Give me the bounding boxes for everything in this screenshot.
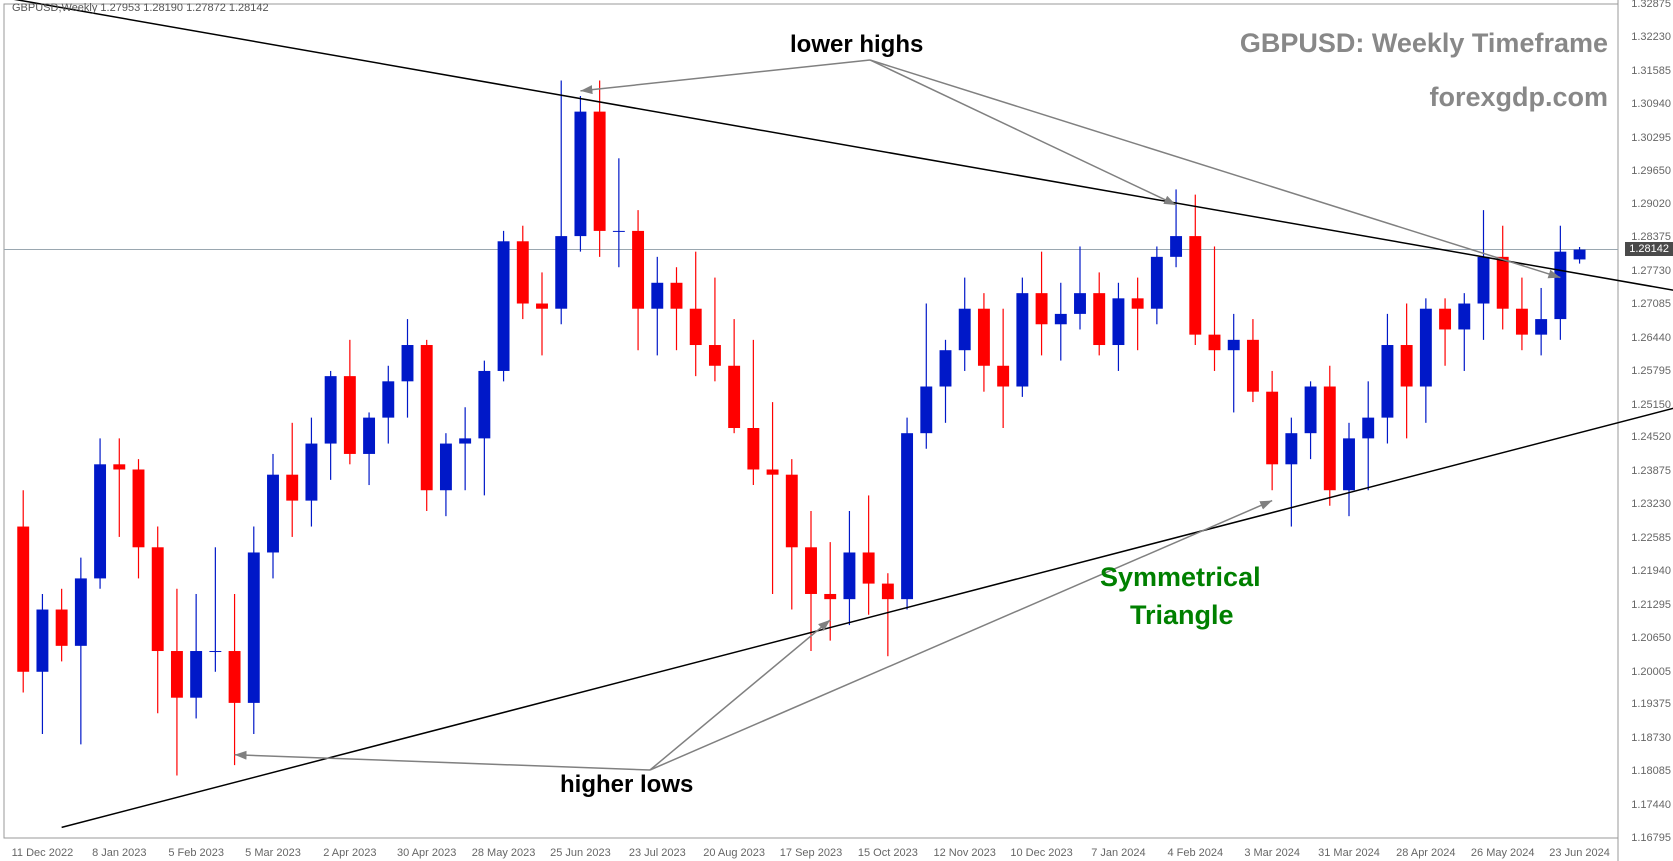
- x-tick-label: 12 Nov 2023: [934, 847, 996, 859]
- x-tick-label: 26 May 2024: [1471, 847, 1535, 859]
- x-tick-label: 25 Jun 2023: [550, 847, 611, 859]
- y-tick-label: 1.32230: [1631, 31, 1671, 43]
- x-tick-label: 20 Aug 2023: [703, 847, 765, 859]
- y-tick-label: 1.24520: [1631, 431, 1671, 443]
- chart-title: GBPUSD: Weekly Timeframe: [1240, 28, 1608, 59]
- y-tick-label: 1.17440: [1631, 799, 1671, 811]
- x-tick-label: 11 Dec 2022: [12, 847, 74, 859]
- y-tick-label: 1.25795: [1631, 365, 1671, 377]
- annotation-higher-lows: higher lows: [560, 771, 693, 799]
- y-tick-label: 1.30940: [1631, 98, 1671, 110]
- chart-root: { "ticker_line": "GBPUSD,Weekly 1.27953 …: [0, 0, 1673, 861]
- x-tick-label: 8 Jan 2023: [92, 847, 146, 859]
- y-tick-label: 1.21940: [1631, 565, 1671, 577]
- x-tick-label: 30 Apr 2023: [397, 847, 456, 859]
- y-tick-label: 1.25150: [1631, 399, 1671, 411]
- x-tick-label: 3 Mar 2024: [1244, 847, 1300, 859]
- y-tick-label: 1.19375: [1631, 698, 1671, 710]
- y-tick-label: 1.26440: [1631, 332, 1671, 344]
- x-tick-label: 4 Feb 2024: [1167, 847, 1223, 859]
- x-tick-label: 23 Jun 2024: [1549, 847, 1610, 859]
- y-tick-label: 1.30295: [1631, 132, 1671, 144]
- y-tick-label: 1.27730: [1631, 265, 1671, 277]
- pattern-label-1: Symmetrical: [1100, 562, 1261, 593]
- x-tick-label: 31 Mar 2024: [1318, 847, 1380, 859]
- y-tick-label: 1.29020: [1631, 198, 1671, 210]
- y-tick-label: 1.20650: [1631, 632, 1671, 644]
- x-tick-label: 17 Sep 2023: [780, 847, 842, 859]
- y-tick-label: 1.27085: [1631, 298, 1671, 310]
- pattern-label-2: Triangle: [1130, 600, 1234, 631]
- x-tick-label: 15 Oct 2023: [858, 847, 918, 859]
- ticker-line: GBPUSD,Weekly 1.27953 1.28190 1.27872 1.…: [12, 2, 269, 14]
- y-tick-label: 1.23230: [1631, 498, 1671, 510]
- x-tick-label: 28 May 2023: [472, 847, 536, 859]
- y-tick-label: 1.29650: [1631, 165, 1671, 177]
- y-tick-label: 1.16795: [1631, 832, 1671, 844]
- y-tick-label: 1.21295: [1631, 599, 1671, 611]
- annotation-lower-highs: lower highs: [790, 31, 923, 59]
- y-tick-label: 1.32875: [1631, 0, 1671, 10]
- chart-source: forexgdp.com: [1429, 82, 1608, 113]
- y-tick-label: 1.18085: [1631, 765, 1671, 777]
- y-tick-label: 1.28375: [1631, 231, 1671, 243]
- y-tick-label: 1.23875: [1631, 465, 1671, 477]
- current-price-tag: 1.28142: [1625, 242, 1673, 256]
- y-tick-label: 1.18730: [1631, 732, 1671, 744]
- y-tick-label: 1.20005: [1631, 666, 1671, 678]
- chart-svg: [0, 0, 1673, 861]
- x-tick-label: 28 Apr 2024: [1396, 847, 1455, 859]
- x-tick-label: 10 Dec 2023: [1010, 847, 1072, 859]
- x-tick-label: 5 Mar 2023: [245, 847, 301, 859]
- y-tick-label: 1.31585: [1631, 65, 1671, 77]
- y-tick-label: 1.22585: [1631, 532, 1671, 544]
- x-tick-label: 5 Feb 2023: [168, 847, 224, 859]
- x-tick-label: 7 Jan 2024: [1091, 847, 1145, 859]
- x-tick-label: 2 Apr 2023: [323, 847, 376, 859]
- x-tick-label: 23 Jul 2023: [629, 847, 686, 859]
